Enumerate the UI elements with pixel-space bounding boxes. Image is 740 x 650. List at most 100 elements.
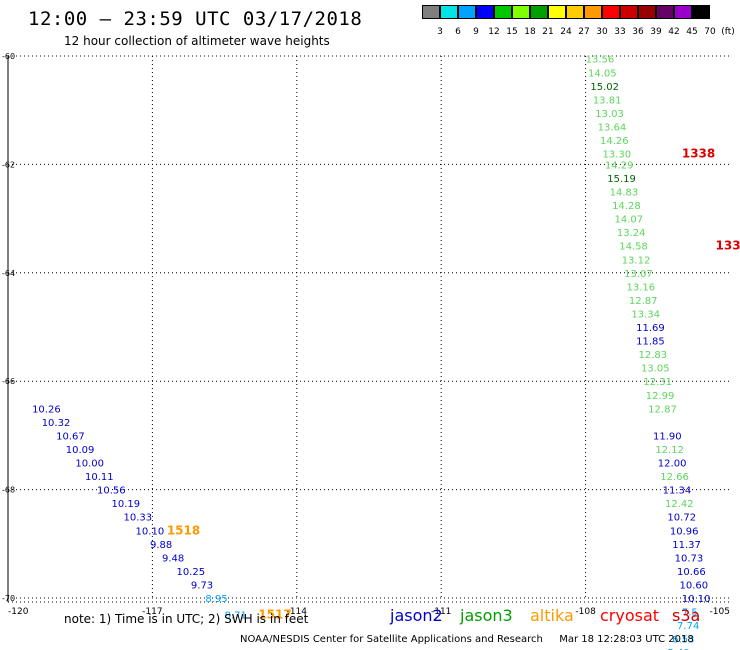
data-label-jason3: 14.05 <box>588 68 617 79</box>
colorbar-label: 70 <box>704 27 716 37</box>
colorbar-label: 27 <box>578 27 590 37</box>
data-label-jason2: 10.56 <box>97 486 126 497</box>
colorbar-swatch <box>512 5 530 19</box>
data-label-jason2: 10.96 <box>670 526 699 537</box>
colorbar-label: 33 <box>614 27 626 37</box>
colorbar-label: 24 <box>560 27 572 37</box>
x-tick-label: -117 <box>142 607 162 617</box>
data-label-jason2: 10.09 <box>66 445 95 456</box>
colorbar-swatch <box>440 5 458 19</box>
data-label-jason2: 11.85 <box>636 337 665 348</box>
data-label-jason2: 11.34 <box>663 486 692 497</box>
y-tick-label: -60 <box>2 52 15 61</box>
data-label-s3a: 8.71 <box>225 610 247 621</box>
colorbar-swatch <box>476 5 494 19</box>
data-label-jason2: 10.33 <box>124 513 153 524</box>
data-label-jason2: 10.73 <box>675 553 704 564</box>
colorbar-swatch <box>638 5 656 19</box>
data-label-jason2: 10.66 <box>677 567 706 578</box>
colorbar-swatch <box>422 5 440 19</box>
data-label-jason3: 12.99 <box>646 391 675 402</box>
data-label-jason2: 10.26 <box>32 404 61 415</box>
data-label-s3a: 8.95 <box>205 594 227 605</box>
legend-altika: altika <box>530 606 574 625</box>
data-label-jason2: 10.19 <box>111 499 140 510</box>
timestamp-text: Mar 18 12:28:03 UTC 2018 <box>559 634 694 645</box>
data-label-jason3: 12.66 <box>660 472 689 483</box>
colorbar-swatch <box>656 5 674 19</box>
data-label-jason3: 13.64 <box>598 122 627 133</box>
y-tick-label: -66 <box>2 377 15 386</box>
data-label-jason3: 14.07 <box>614 215 643 226</box>
data-label-jason3: 15.02 <box>590 82 619 93</box>
data-label-jason3: 13.81 <box>593 95 622 106</box>
x-tick-label: -120 <box>8 607 29 617</box>
x-tick-label: -111 <box>431 607 451 617</box>
data-label-altika: 1517 <box>258 607 291 621</box>
y-tick-label: -64 <box>2 269 15 278</box>
colorbar-swatch <box>584 5 602 19</box>
data-label-jason3: 13.24 <box>617 228 646 239</box>
legend-cryosat: cryosat <box>600 606 660 625</box>
data-label-jason2: 12.00 <box>658 459 687 470</box>
x-tick-label: -114 <box>287 607 308 617</box>
data-label-jason3: 12.87 <box>629 296 658 307</box>
data-label-jason2: 9.73 <box>191 580 213 591</box>
data-label-s3a: 7.5 <box>682 608 698 619</box>
colorbar-label: 6 <box>455 27 461 37</box>
data-label-altika: 1518 <box>167 523 200 537</box>
page-title: 12:00 – 23:59 UTC 03/17/2018 <box>28 8 363 30</box>
legend-s3a: s3a <box>672 606 701 625</box>
colorbar-label: 39 <box>650 27 662 37</box>
colorbar-label: 9 <box>473 27 479 37</box>
colorbar-swatch <box>620 5 638 19</box>
data-label-s3a: 5.49 <box>667 648 689 650</box>
data-label-jason3: 13.12 <box>622 255 651 266</box>
data-label-jason3: 12.42 <box>665 499 694 510</box>
y-tick-label: -62 <box>2 160 15 169</box>
data-label-jason3: 12.83 <box>639 350 668 361</box>
data-label-jason2: 9.88 <box>150 540 172 551</box>
legend-jason2: jason2 <box>390 606 443 625</box>
colorbar-swatch <box>566 5 584 19</box>
colorbar-label: 21 <box>542 27 554 37</box>
data-label-jason3: 14.58 <box>619 242 648 253</box>
colorbar-swatch <box>692 5 710 19</box>
colorbar-label: 42 <box>668 27 680 37</box>
y-tick-label: -68 <box>2 486 15 495</box>
data-label-jason3: 13.56 <box>586 55 615 66</box>
colorbar-swatch <box>548 5 566 19</box>
data-label-jason2: 10.00 <box>75 459 104 470</box>
x-tick-label: -105 <box>710 607 730 617</box>
data-label-jason2: 10.11 <box>85 472 114 483</box>
data-label-s3a: 6.53 <box>672 635 694 646</box>
data-label-jason2: 11.37 <box>672 540 701 551</box>
data-label-cryosat: 1338 <box>716 239 740 253</box>
data-label-jason2: 10.10 <box>682 594 711 605</box>
data-label-jason3: 13.16 <box>627 282 656 293</box>
colorbar-swatch <box>530 5 548 19</box>
data-label-jason2: 10.10 <box>136 526 165 537</box>
data-label-jason2: 9.48 <box>162 553 184 564</box>
data-label-jason3: 12.31 <box>643 377 672 388</box>
data-label-jason3: 12.12 <box>655 445 684 456</box>
data-label-jason3: 13.07 <box>624 269 653 280</box>
data-label-jason3: 13.03 <box>595 109 624 120</box>
data-label-s3a: 7.74 <box>677 621 699 632</box>
colorbar-label: 15 <box>506 27 518 37</box>
data-label-jason3: 13.30 <box>602 150 631 161</box>
data-label-jason2: 10.60 <box>679 580 708 591</box>
colorbar-label: 18 <box>524 27 536 37</box>
legend-jason3: jason3 <box>460 606 513 625</box>
colorbar-label: 36 <box>632 27 644 37</box>
colorbar-swatch <box>674 5 692 19</box>
data-label-jason2: 11.90 <box>653 431 682 442</box>
colorbar-swatch <box>494 5 512 19</box>
data-label-jason3: 15.19 <box>607 174 636 185</box>
data-label-jason2: 10.32 <box>42 418 71 429</box>
data-label-jason3: 14.29 <box>605 160 634 171</box>
data-label-jason3: 14.26 <box>600 136 629 147</box>
y-tick-label: -70 <box>2 594 15 603</box>
